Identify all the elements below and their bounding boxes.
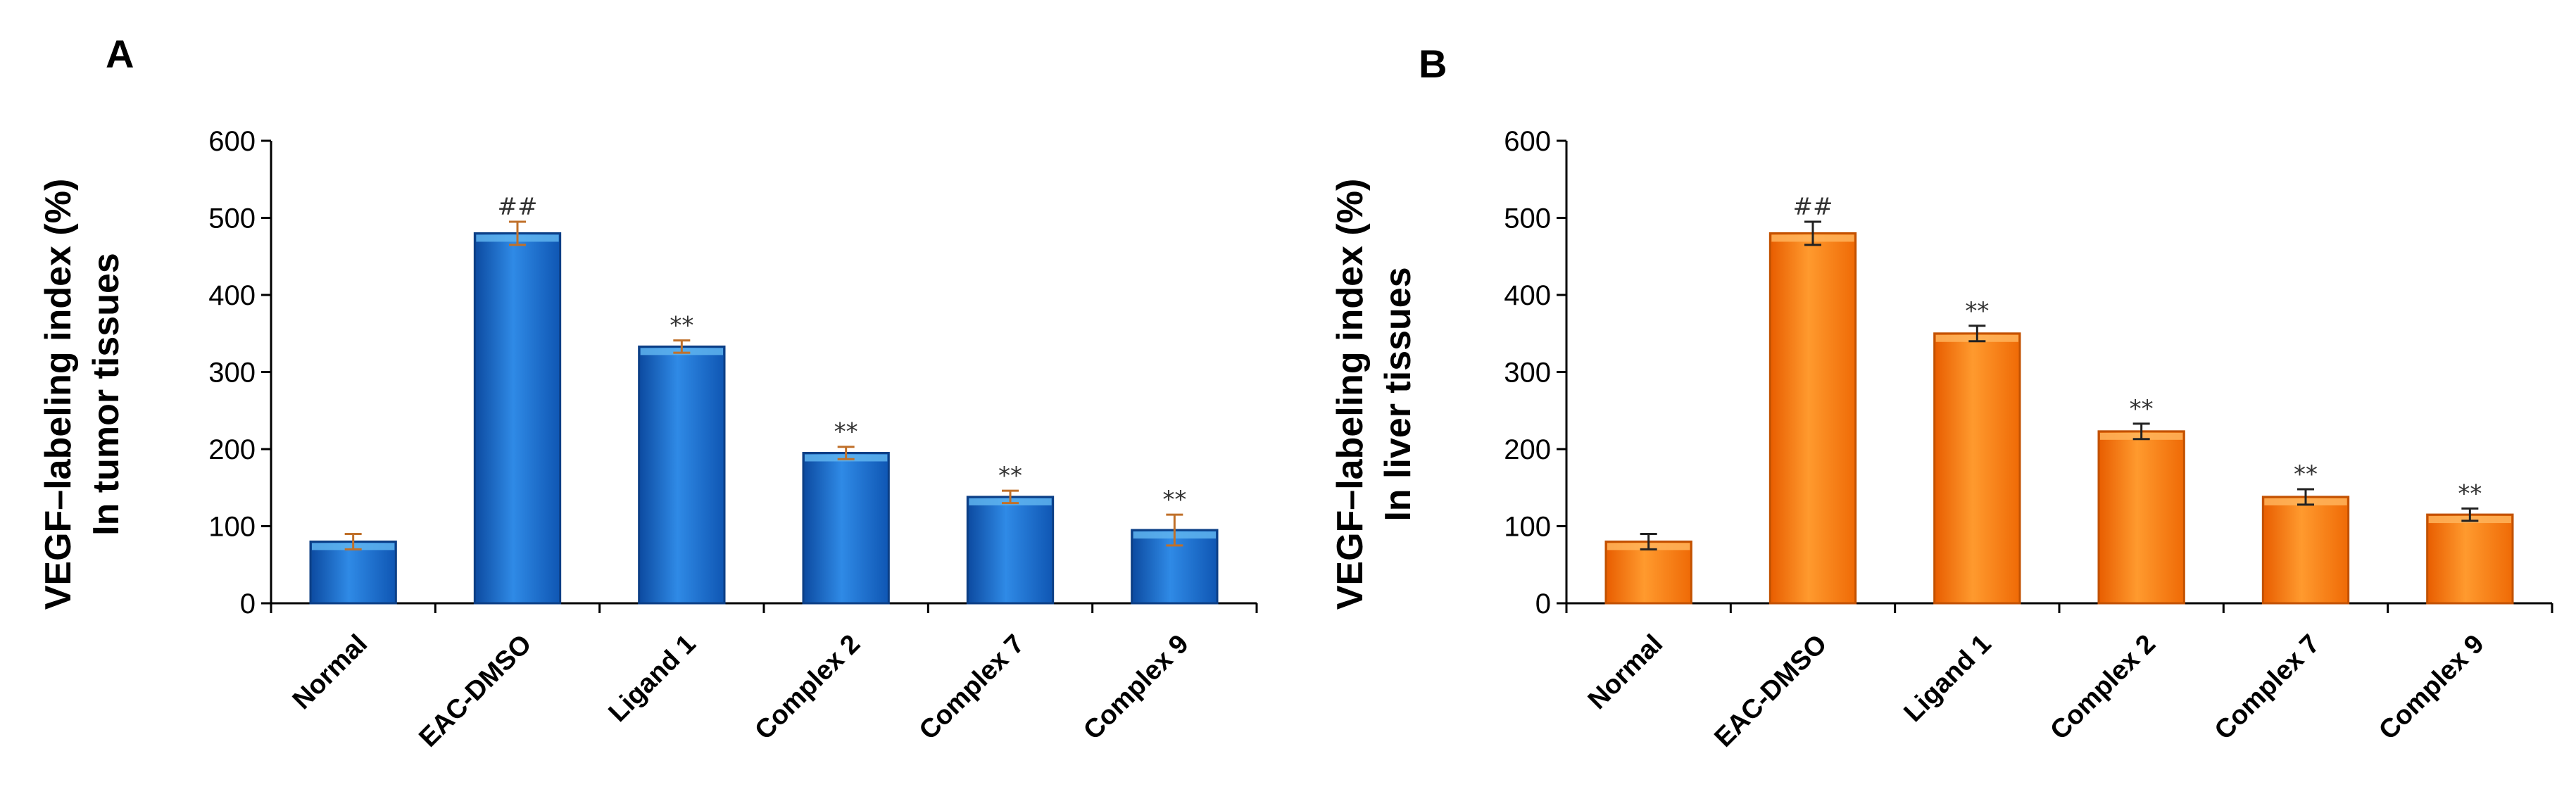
panel-a-ytick-label: 200 (208, 434, 256, 465)
panel-b-ytick-label: 400 (1504, 280, 1551, 311)
panel-a-category-label: Ligand 1 (603, 629, 702, 728)
panel-a-category-label: Normal (287, 629, 373, 715)
panel-b-ytick-label: 300 (1504, 358, 1551, 389)
panel-b-ytick-label: 500 (1504, 203, 1551, 234)
panel-b-category-label: EAC-DMSO (1709, 629, 1833, 753)
panel-a-bar (638, 345, 726, 605)
panel-b-bar (2426, 513, 2514, 605)
panel-a-significance-label: ** (834, 418, 858, 446)
panel-a-significance-label: ** (998, 462, 1022, 490)
panel-a-ytick-label: 300 (208, 358, 256, 389)
panel-b-category-label: Normal (1583, 629, 1669, 715)
panel-a-ytick-label: 0 (240, 588, 256, 619)
panel-a-ytick-label: 400 (208, 280, 256, 311)
panel-b-category-label: Complex 7 (2209, 629, 2326, 746)
panel-b-ytick-label: 600 (1504, 126, 1551, 157)
panel-a-significance-label: ** (670, 312, 693, 340)
panel-b-ylabel-line1: VEGF–labeling index (%) (1330, 179, 1371, 610)
panel-a-ytick-label: 600 (208, 126, 256, 157)
panel-a-bar (802, 451, 890, 605)
panel-a-category-label: Complex 7 (914, 629, 1031, 746)
panel-b-significance-label: ** (2458, 479, 2482, 508)
panel-a-ytick-label: 500 (208, 203, 256, 234)
panel-a-bar (473, 232, 562, 605)
panel-a-ylabel-line2: In tumor tissues (86, 253, 127, 536)
panel-b-ylabel-line2: In liver tissues (1378, 267, 1419, 521)
panel-a-ytick-label: 100 (208, 512, 256, 543)
panel-b-ytick-label: 0 (1535, 588, 1551, 619)
panel-b-letter: B (1419, 42, 1447, 86)
panel-a-category-label: Complex 2 (749, 629, 866, 746)
panel-b-plot: 0 100 200 300 400 500 600 Normal ## EAC-DMSO ** Lig… (1504, 126, 2553, 753)
panel-a-letter: A (106, 32, 134, 76)
panel-b-significance-label: ** (1965, 297, 1989, 325)
panel-a-bar (309, 540, 397, 605)
panel-b-category-label: Ligand 1 (1899, 629, 1997, 728)
panel-b-ytick-label: 200 (1504, 434, 1551, 465)
panel-b-bar (2097, 430, 2185, 605)
panel-b-category-label: Complex 9 (2373, 629, 2490, 746)
panel-a-ylabel-line1: VEGF–labeling index (%) (38, 179, 79, 610)
panel-b-significance-label: ** (2130, 395, 2154, 423)
panel-b-bar (2261, 496, 2350, 605)
panel-b-bar (1933, 332, 2021, 605)
panel-a-bar (966, 496, 1055, 605)
panel-a: A VEGF–labeling index (%) In tumor tissu… (38, 32, 1258, 753)
panel-b-category-label: Complex 2 (2044, 629, 2161, 746)
panel-b-significance-label: ** (2294, 460, 2318, 489)
panel-b-ytick-label: 100 (1504, 512, 1551, 543)
panel-a-category-label: Complex 9 (1078, 629, 1195, 746)
panel-b-significance-label: ## (1793, 193, 1833, 221)
panel-b: B VEGF–labeling index (%) In liver tissu… (1330, 42, 2553, 753)
panel-b-bar (1604, 540, 1692, 605)
panel-a-category-label: EAC-DMSO (413, 629, 537, 753)
panel-a-significance-label: ** (1162, 486, 1186, 514)
panel-a-significance-label: ## (498, 193, 538, 221)
panel-b-bar (1768, 232, 1857, 605)
panel-a-plot: 0 100 200 300 400 500 600 Normal ## EAC-DMSO ** Lig… (208, 126, 1258, 753)
